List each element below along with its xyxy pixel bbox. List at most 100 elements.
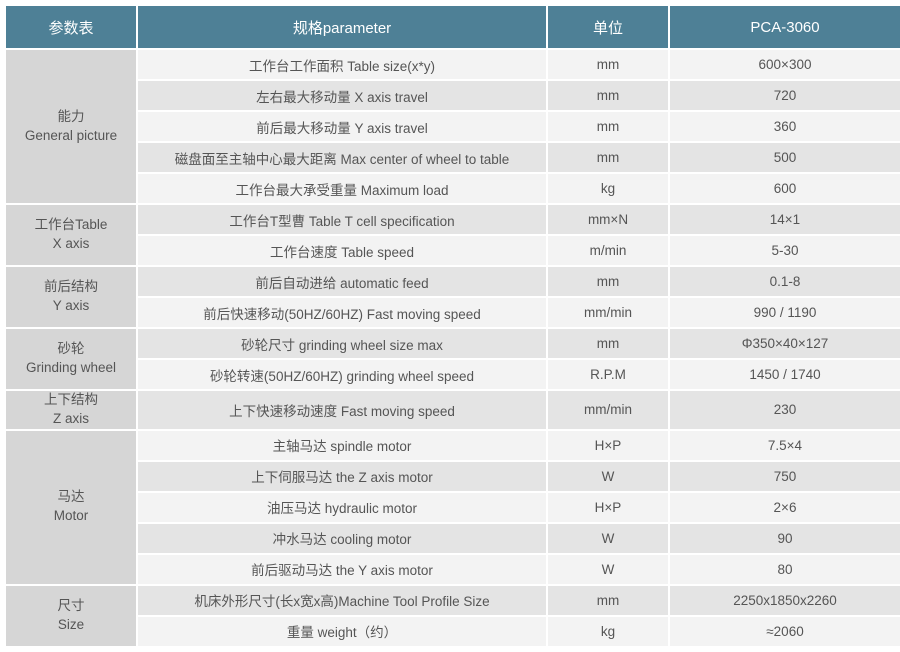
param-cell: 上下快速移动速度 Fast moving speed (138, 391, 546, 429)
param-cell: 砂轮尺寸 grinding wheel size max (138, 329, 546, 358)
unit-cell: mm (548, 112, 668, 141)
header-unit: 单位 (548, 6, 668, 48)
table-row: 油压马达 hydraulic motorH×P2×6 (6, 493, 900, 522)
table-row: 上下结构Z axis上下快速移动速度 Fast moving speedmm/m… (6, 391, 900, 429)
value-cell: 14×1 (670, 205, 900, 234)
group-label: 能力General picture (6, 50, 136, 203)
value-cell: ≈2060 (670, 617, 900, 646)
group-label-en: Grinding wheel (6, 359, 136, 378)
param-cell: 冲水马达 cooling motor (138, 524, 546, 553)
unit-cell: kg (548, 617, 668, 646)
unit-cell: m/min (548, 236, 668, 265)
header-group: 参数表 (6, 6, 136, 48)
value-cell: 2250x1850x2260 (670, 586, 900, 615)
unit-cell: mm×N (548, 205, 668, 234)
table-row: 左右最大移动量 X axis travelmm720 (6, 81, 900, 110)
table-row: 工作台TableX axis工作台T型曹 Table T cell specif… (6, 205, 900, 234)
table-row: 能力General picture工作台工作面积 Table size(x*y)… (6, 50, 900, 79)
unit-cell: H×P (548, 431, 668, 460)
table-row: 工作台速度 Table speedm/min5-30 (6, 236, 900, 265)
group-label: 工作台TableX axis (6, 205, 136, 265)
spec-table: 参数表 规格parameter 单位 PCA-3060 能力General pi… (4, 4, 900, 648)
unit-cell: kg (548, 174, 668, 203)
table-row: 前后最大移动量 Y axis travelmm360 (6, 112, 900, 141)
unit-cell: mm/min (548, 298, 668, 327)
value-cell: 990 / 1190 (670, 298, 900, 327)
group-label-en: Y axis (6, 297, 136, 316)
group-label-cn: 马达 (6, 488, 136, 507)
param-cell: 工作台速度 Table speed (138, 236, 546, 265)
param-cell: 工作台最大承受重量 Maximum load (138, 174, 546, 203)
value-cell: 5-30 (670, 236, 900, 265)
unit-cell: W (548, 555, 668, 584)
table-row: 重量 weight（约）kg≈2060 (6, 617, 900, 646)
unit-cell: mm (548, 143, 668, 172)
value-cell: 720 (670, 81, 900, 110)
group-label-cn: 尺寸 (6, 597, 136, 616)
value-cell: 600 (670, 174, 900, 203)
group-label-cn: 工作台Table (6, 216, 136, 235)
unit-cell: mm (548, 267, 668, 296)
param-cell: 工作台T型曹 Table T cell specification (138, 205, 546, 234)
value-cell: 500 (670, 143, 900, 172)
header-param: 规格parameter (138, 6, 546, 48)
value-cell: 2×6 (670, 493, 900, 522)
value-cell: 360 (670, 112, 900, 141)
unit-cell: mm (548, 586, 668, 615)
group-label-cn: 砂轮 (6, 340, 136, 359)
table-row: 前后驱动马达 the Y axis motorW80 (6, 555, 900, 584)
value-cell: 90 (670, 524, 900, 553)
group-label-cn: 能力 (6, 108, 136, 127)
unit-cell: mm/min (548, 391, 668, 429)
group-label-en: General picture (6, 127, 136, 146)
value-cell: Φ350×40×127 (670, 329, 900, 358)
group-label-en: X axis (6, 235, 136, 254)
header-row: 参数表 规格parameter 单位 PCA-3060 (6, 6, 900, 48)
value-cell: 0.1-8 (670, 267, 900, 296)
unit-cell: mm (548, 329, 668, 358)
table-row: 前后结构Y axis前后自动进给 automatic feedmm0.1-8 (6, 267, 900, 296)
param-cell: 上下伺服马达 the Z axis motor (138, 462, 546, 491)
table-row: 尺寸Size机床外形尺寸(长x宽x高)Machine Tool Profile … (6, 586, 900, 615)
param-cell: 油压马达 hydraulic motor (138, 493, 546, 522)
table-row: 砂轮转速(50HZ/60HZ) grinding wheel speedR.P.… (6, 360, 900, 389)
unit-cell: H×P (548, 493, 668, 522)
group-label-cn: 上下结构 (6, 391, 136, 410)
param-cell: 磁盘面至主轴中心最大距离 Max center of wheel to tabl… (138, 143, 546, 172)
group-label: 砂轮Grinding wheel (6, 329, 136, 389)
group-label: 尺寸Size (6, 586, 136, 646)
value-cell: 750 (670, 462, 900, 491)
group-label-en: Z axis (6, 410, 136, 429)
value-cell: 600×300 (670, 50, 900, 79)
param-cell: 左右最大移动量 X axis travel (138, 81, 546, 110)
table-row: 磁盘面至主轴中心最大距离 Max center of wheel to tabl… (6, 143, 900, 172)
param-cell: 前后快速移动(50HZ/60HZ) Fast moving speed (138, 298, 546, 327)
param-cell: 主轴马达 spindle motor (138, 431, 546, 460)
value-cell: 1450 / 1740 (670, 360, 900, 389)
table-row: 冲水马达 cooling motorW90 (6, 524, 900, 553)
param-cell: 重量 weight（约） (138, 617, 546, 646)
table-row: 马达Motor主轴马达 spindle motorH×P7.5×4 (6, 431, 900, 460)
table-row: 工作台最大承受重量 Maximum loadkg600 (6, 174, 900, 203)
group-label-en: Motor (6, 507, 136, 526)
unit-cell: W (548, 462, 668, 491)
table-row: 砂轮Grinding wheel砂轮尺寸 grinding wheel size… (6, 329, 900, 358)
group-label: 上下结构Z axis (6, 391, 136, 429)
unit-cell: mm (548, 81, 668, 110)
group-label-en: Size (6, 616, 136, 635)
param-cell: 机床外形尺寸(长x宽x高)Machine Tool Profile Size (138, 586, 546, 615)
value-cell: 7.5×4 (670, 431, 900, 460)
param-cell: 工作台工作面积 Table size(x*y) (138, 50, 546, 79)
value-cell: 230 (670, 391, 900, 429)
table-row: 前后快速移动(50HZ/60HZ) Fast moving speedmm/mi… (6, 298, 900, 327)
param-cell: 前后最大移动量 Y axis travel (138, 112, 546, 141)
unit-cell: mm (548, 50, 668, 79)
header-model: PCA-3060 (670, 6, 900, 48)
group-label-cn: 前后结构 (6, 278, 136, 297)
param-cell: 砂轮转速(50HZ/60HZ) grinding wheel speed (138, 360, 546, 389)
unit-cell: R.P.M (548, 360, 668, 389)
table-row: 上下伺服马达 the Z axis motorW750 (6, 462, 900, 491)
param-cell: 前后自动进给 automatic feed (138, 267, 546, 296)
param-cell: 前后驱动马达 the Y axis motor (138, 555, 546, 584)
group-label: 前后结构Y axis (6, 267, 136, 327)
